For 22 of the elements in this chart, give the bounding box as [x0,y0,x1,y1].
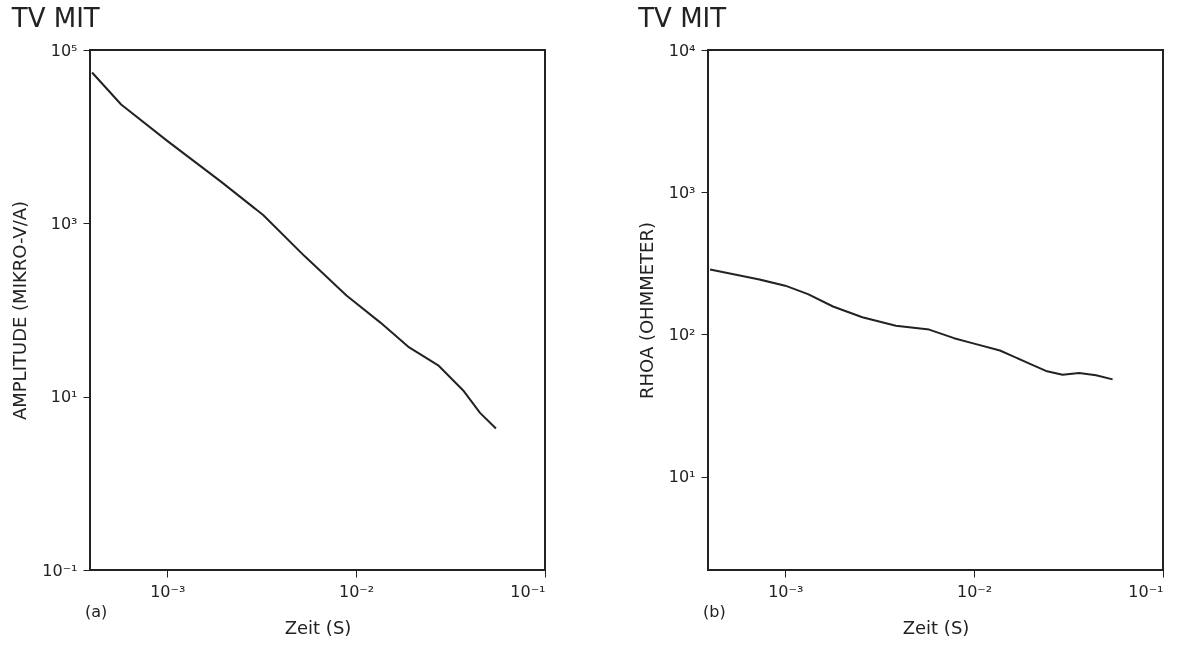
x-tick-label: 10⁻³ [150,581,186,601]
y-axis-title: AMPLITUDE (MIKRO-V/A) [9,200,31,421]
x-axis-title: Zeit (S) [902,616,970,638]
x-tick-label: 10⁻² [957,581,993,601]
y-tick-label: 10⁻¹ [42,560,78,580]
y-tick-label: 10² [668,324,696,344]
y-tick-label: 10⁵ [50,40,78,60]
x-tick-label: 10⁻² [339,581,375,601]
y-tick-label: 10¹ [668,467,696,487]
y-tick-label: 10³ [668,182,696,202]
x-tick-label: 10⁻³ [768,581,804,601]
y-axis-title: RHOA (OHMMETER) [635,222,657,399]
y-tick-label: 10³ [50,213,78,233]
chart-title: TV MIT [637,3,727,33]
chart-title: TV MIT [10,3,100,33]
y-tick-label: 10⁴ [668,40,696,60]
text: (b) [703,602,726,621]
x-tick-label: 10⁻¹ [1128,581,1164,601]
x-tick-label: 10⁻¹ [510,581,546,601]
x-axis-title: Zeit (S) [284,616,352,638]
text: (a) [85,602,108,621]
y-tick-label: 10¹ [50,387,78,407]
